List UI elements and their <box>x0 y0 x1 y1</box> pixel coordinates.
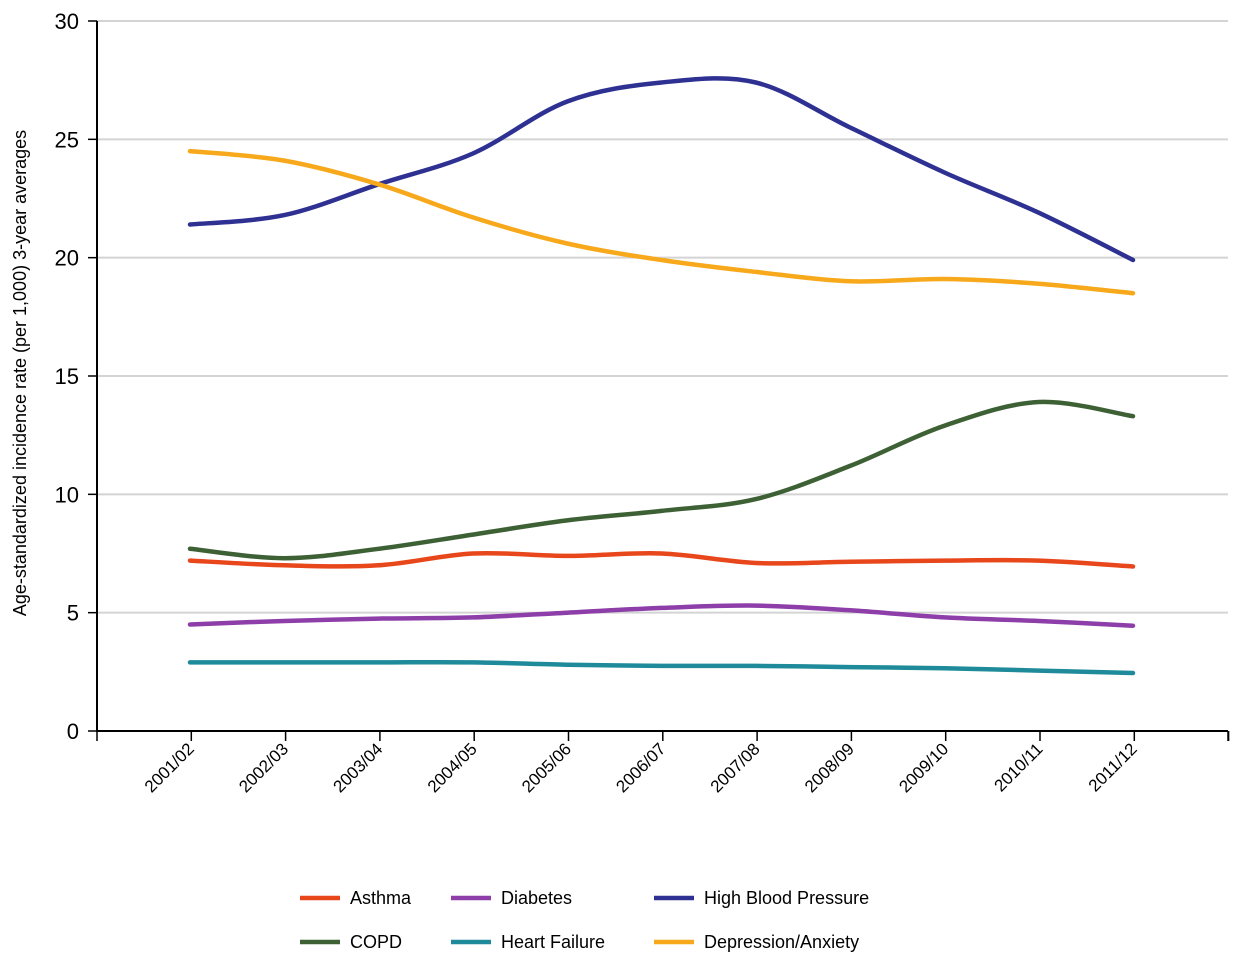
y-tick-label: 30 <box>55 9 79 34</box>
x-tick-label: 2006/07 <box>612 739 669 796</box>
x-tick-label: 2008/09 <box>801 739 858 796</box>
series-line-high-blood-pressure <box>187 76 1136 263</box>
legend-item-diabetes: Diabetes <box>451 888 572 908</box>
series-lines <box>187 76 1136 676</box>
gridlines <box>97 20 1228 614</box>
y-axis-title: Age-standardized incidence rate (per 1,0… <box>10 130 30 616</box>
y-tick-labels: 0 5 10 15 20 25 30 <box>55 9 79 744</box>
series-line-copd <box>187 399 1136 561</box>
x-tick-label: 2009/10 <box>895 739 952 796</box>
x-tick-label: 2011/12 <box>1085 739 1141 795</box>
legend-item-copd: COPD <box>300 932 402 952</box>
series-line-heart-failure <box>187 659 1136 676</box>
legend-label: Diabetes <box>501 888 572 908</box>
series-line-diabetes <box>187 603 1136 628</box>
series-line-depression-anxiety <box>187 148 1136 296</box>
x-tick-label: 2007/08 <box>707 739 764 796</box>
y-tick-label: 5 <box>67 601 79 626</box>
axes <box>88 20 1230 741</box>
x-tick-label: 2003/04 <box>330 739 387 796</box>
x-tick-label: 2001/02 <box>141 739 198 796</box>
series-line-asthma <box>187 550 1136 569</box>
legend-label: Depression/Anxiety <box>704 932 859 952</box>
y-tick-label: 10 <box>55 482 79 507</box>
legend-label: COPD <box>350 932 402 952</box>
legend-item-asthma: Asthma <box>300 888 412 908</box>
legend-item-high-blood-pressure: High Blood Pressure <box>654 888 869 908</box>
y-tick-label: 0 <box>67 719 79 744</box>
legend-label: Asthma <box>350 888 412 908</box>
x-tick-label: 2010/11 <box>991 739 1047 795</box>
legend-label: Heart Failure <box>501 932 605 952</box>
legend-item-depression-anxiety: Depression/Anxiety <box>654 932 859 952</box>
y-tick-label: 20 <box>55 246 79 271</box>
y-tick-label: 25 <box>55 127 79 152</box>
x-tick-label: 2004/05 <box>424 739 481 796</box>
x-tick-label: 2002/03 <box>235 739 292 796</box>
legend-label: High Blood Pressure <box>704 888 869 908</box>
x-tick-label: 2005/06 <box>518 739 575 796</box>
y-tick-label: 15 <box>55 364 79 389</box>
x-tick-labels: 2001/02 2002/03 2003/04 2004/05 2005/06 2006/… <box>141 739 1141 796</box>
legend: Asthma Diabetes High Blood Pressure COPD Hea… <box>300 888 869 952</box>
legend-item-heart-failure: Heart Failure <box>451 932 605 952</box>
